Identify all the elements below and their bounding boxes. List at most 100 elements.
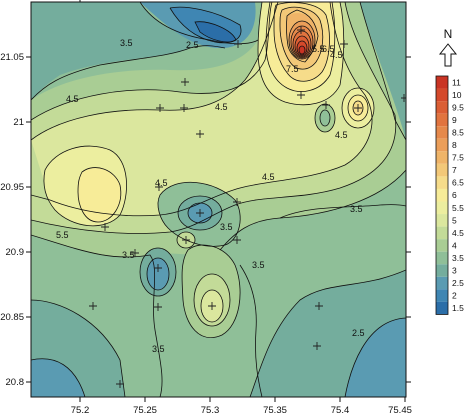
contour-value-labels: 3.5 2.5 4.5 5.5 7.5 6.5 4.5 4.5 4.5 4.5 … <box>56 38 365 354</box>
legend-swatch <box>436 176 448 189</box>
contour-value-label: 6.5 <box>322 44 335 54</box>
legend-swatch <box>436 101 448 114</box>
region-2-5-southwest <box>31 358 85 397</box>
sample-point-marker <box>154 264 162 272</box>
contour-value-label: 3.5 <box>122 250 135 260</box>
x-axis: 75.2 75.25 75.3 75.35 75.4 75.45 <box>71 0 412 416</box>
contour-line <box>31 2 397 234</box>
contour-value-label: 2.5 <box>186 40 199 50</box>
contour-line <box>139 247 177 297</box>
y-tick-label: 20.95 <box>0 182 24 193</box>
sample-point-marker <box>297 91 305 99</box>
y-tick-label: 20.85 <box>0 312 24 323</box>
sample-point-marker <box>154 303 162 311</box>
sample-point-marker <box>322 101 330 109</box>
legend-label: 2 <box>452 291 457 301</box>
legend-swatch <box>436 239 448 252</box>
contour-line <box>31 2 279 141</box>
north-arrow-icon <box>438 43 458 67</box>
x-tick-label: 75.3 <box>201 405 220 416</box>
sample-point-marker <box>401 94 406 102</box>
contour-line <box>298 45 306 55</box>
contour-line <box>319 109 331 127</box>
contour-value-label: 3.5 <box>152 344 165 354</box>
sample-point-marker <box>181 78 189 86</box>
contour-line <box>279 204 406 219</box>
legend-label: 6 <box>452 190 457 200</box>
legend-label: 7.5 <box>452 153 464 163</box>
legend-label: 9 <box>452 115 457 125</box>
y-tick-label: 21 <box>13 117 24 128</box>
sample-point-marker <box>313 342 321 350</box>
contour-line <box>257 2 345 106</box>
contour-line <box>273 2 330 82</box>
legend-label: 4 <box>452 240 457 250</box>
legend-label: 1.5 <box>452 303 464 313</box>
sample-point-marker <box>156 104 164 112</box>
contour-line <box>194 21 237 43</box>
x-axis-ticks <box>79 0 406 402</box>
region-3-west <box>31 2 210 100</box>
contour-line <box>169 6 242 44</box>
sample-point-marker <box>196 209 204 217</box>
contour-line <box>200 289 224 323</box>
contour-value-label: 5.5 <box>312 44 325 54</box>
legend-swatch <box>436 264 448 277</box>
legend-swatch <box>436 88 448 102</box>
contour-value-label: 7.5 <box>286 64 299 74</box>
legend-label: 6.5 <box>452 178 464 188</box>
contour-line <box>31 45 226 101</box>
x-tick-label: 75.4 <box>331 405 350 416</box>
legend-swatch <box>436 163 448 177</box>
contour-value-label: 2.5 <box>352 328 365 338</box>
region-11-ne <box>299 46 305 54</box>
legend-label: 4.5 <box>452 228 464 238</box>
legend-label: 8.5 <box>452 127 464 137</box>
sample-point-marker <box>297 26 305 34</box>
sample-point-marker <box>315 302 323 310</box>
region-6-west-core <box>78 167 121 222</box>
sample-point-marker <box>131 249 139 257</box>
contour-value-label: 4.5 <box>335 130 348 140</box>
x-tick-label: 75.45 <box>388 405 412 416</box>
sample-point-marker <box>208 302 216 310</box>
sample-point-marker <box>354 104 362 112</box>
legend-label: 5 <box>452 215 457 225</box>
legend-swatch <box>436 126 448 139</box>
contour-line <box>341 87 375 129</box>
y-tick-label: 20.8 <box>6 377 25 388</box>
legend-label: 5.5 <box>452 203 464 213</box>
legend-swatch <box>436 289 448 302</box>
legend-label: 3 <box>452 266 457 276</box>
contour-line <box>146 257 170 291</box>
contour-line <box>43 145 127 227</box>
legend-label: 10 <box>452 90 462 100</box>
contour-line <box>181 244 241 338</box>
region-2-5-sw-low <box>147 258 169 290</box>
contour-line <box>294 35 310 57</box>
sample-point-marker <box>155 183 163 191</box>
contour-value-label: 3.5 <box>252 260 265 270</box>
contour-value-label: 3.5 <box>220 222 233 232</box>
legend-swatch <box>436 301 448 315</box>
region-1-5-north-low <box>195 21 236 43</box>
contour-line <box>359 2 406 141</box>
legend-label: 9.5 <box>452 102 464 112</box>
sample-point-marker <box>234 40 242 48</box>
north-label: N <box>444 27 453 41</box>
legend: 11 10 9.5 9 8.5 8 7.5 7 6.5 6 5.5 5 4.5 4 3.5 3 2.5 2 1.5 <box>435 75 464 315</box>
contour-line <box>31 2 373 217</box>
legend-swatch <box>436 138 448 152</box>
sample-point-marker <box>182 236 190 244</box>
sample-point-marker <box>233 236 241 244</box>
contour-line <box>31 234 163 397</box>
contour-line <box>139 2 259 45</box>
contour-value-label: 4.5 <box>66 94 79 104</box>
legend-swatch <box>436 276 448 290</box>
sample-points <box>89 26 406 388</box>
contour-value-label: 3.5 <box>120 38 133 48</box>
contour-line <box>187 202 213 224</box>
sample-point-marker <box>233 198 241 206</box>
contour-value-label: 4.5 <box>215 102 228 112</box>
